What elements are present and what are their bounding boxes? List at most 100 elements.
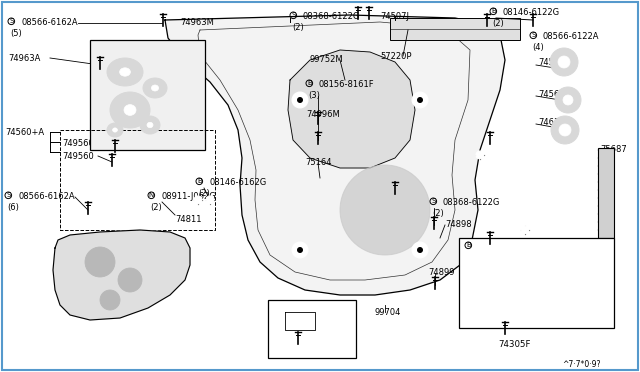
Bar xyxy=(598,148,614,238)
Text: 08911-J062G: 08911-J062G xyxy=(161,192,216,201)
Text: B: B xyxy=(491,8,495,14)
Text: 75960N: 75960N xyxy=(148,134,181,143)
Text: 08146-6162G: 08146-6162G xyxy=(209,178,266,187)
Circle shape xyxy=(297,97,303,103)
Text: 74836M: 74836M xyxy=(165,90,199,99)
Circle shape xyxy=(469,264,477,272)
Text: 74560: 74560 xyxy=(538,58,564,67)
Circle shape xyxy=(194,196,202,204)
Text: S: S xyxy=(291,12,296,18)
Ellipse shape xyxy=(107,123,123,137)
Polygon shape xyxy=(53,230,190,320)
Text: 749560B: 749560B xyxy=(155,120,193,129)
Circle shape xyxy=(417,247,423,253)
Ellipse shape xyxy=(143,78,167,98)
Ellipse shape xyxy=(120,68,131,76)
Text: S: S xyxy=(531,32,536,38)
Text: SEC.749: SEC.749 xyxy=(284,350,320,359)
Ellipse shape xyxy=(110,92,150,128)
Bar xyxy=(390,18,520,40)
Text: 74811: 74811 xyxy=(175,215,202,224)
Text: 749560A: 749560A xyxy=(62,139,99,148)
Text: 74560+A: 74560+A xyxy=(5,128,44,137)
Text: ASSY-SPARE WHEEL: ASSY-SPARE WHEEL xyxy=(463,257,548,266)
Polygon shape xyxy=(165,15,505,295)
Text: (2): (2) xyxy=(492,19,504,28)
Bar xyxy=(459,238,614,328)
Text: 08566-6122A: 08566-6122A xyxy=(543,32,600,41)
Text: 74305F: 74305F xyxy=(498,340,531,349)
Circle shape xyxy=(100,290,120,310)
Circle shape xyxy=(85,247,115,277)
Circle shape xyxy=(551,116,579,144)
Text: B: B xyxy=(307,80,312,86)
Text: 74899: 74899 xyxy=(428,268,454,277)
Circle shape xyxy=(550,48,578,76)
Text: 74898: 74898 xyxy=(445,220,472,229)
Text: 74996M: 74996M xyxy=(306,110,340,119)
Circle shape xyxy=(558,56,570,68)
Text: 75687: 75687 xyxy=(600,145,627,154)
Text: (4): (4) xyxy=(532,43,544,52)
Text: 99704: 99704 xyxy=(375,308,401,317)
Text: 74963A: 74963A xyxy=(8,54,40,63)
Bar xyxy=(90,40,205,150)
Circle shape xyxy=(412,92,428,108)
Text: 74560J: 74560J xyxy=(538,90,567,99)
Circle shape xyxy=(559,124,571,136)
Text: 08566-6162A: 08566-6162A xyxy=(21,18,77,27)
Ellipse shape xyxy=(152,85,159,91)
Ellipse shape xyxy=(124,105,136,115)
Text: 74630E: 74630E xyxy=(538,118,570,127)
Text: ^7·7*0·9?: ^7·7*0·9? xyxy=(562,360,600,369)
Text: B: B xyxy=(466,242,470,248)
Text: 74963M: 74963M xyxy=(180,18,214,27)
Text: N: N xyxy=(148,192,154,198)
Text: (1): (1) xyxy=(467,253,479,262)
Text: 75164: 75164 xyxy=(305,158,332,167)
Text: 57220P: 57220P xyxy=(380,52,412,61)
Circle shape xyxy=(118,268,142,292)
Text: (3): (3) xyxy=(308,91,320,100)
Text: S: S xyxy=(6,192,10,198)
Text: (2): (2) xyxy=(292,23,304,32)
Bar xyxy=(268,300,356,358)
Text: 08146-6122G: 08146-6122G xyxy=(503,8,560,17)
Ellipse shape xyxy=(107,58,143,86)
Text: 08368-6122G: 08368-6122G xyxy=(303,12,360,21)
Text: 74961Y: 74961Y xyxy=(155,78,186,87)
Text: (5): (5) xyxy=(10,29,22,38)
Text: (6): (6) xyxy=(7,203,19,212)
Text: ROD: ROD xyxy=(463,270,483,279)
Text: 749560: 749560 xyxy=(62,152,93,161)
Text: 74963: 74963 xyxy=(148,105,175,114)
Text: FOR GUIDE: FOR GUIDE xyxy=(463,244,511,253)
Text: 08156-8161F: 08156-8161F xyxy=(319,80,374,89)
Ellipse shape xyxy=(113,128,117,132)
Text: 08566-6162A: 08566-6162A xyxy=(18,192,75,201)
Text: S: S xyxy=(431,198,435,204)
Ellipse shape xyxy=(147,122,153,128)
Text: 08146-8161G: 08146-8161G xyxy=(478,242,535,251)
Circle shape xyxy=(476,151,484,159)
Text: B: B xyxy=(197,178,202,184)
Circle shape xyxy=(292,242,308,258)
Text: S: S xyxy=(9,18,13,24)
Text: (2): (2) xyxy=(150,203,162,212)
Circle shape xyxy=(297,247,303,253)
Circle shape xyxy=(340,165,430,255)
Circle shape xyxy=(412,242,428,258)
Circle shape xyxy=(521,226,529,234)
Text: SEE SEC.750: SEE SEC.750 xyxy=(463,283,518,292)
Text: 74507J: 74507J xyxy=(380,12,409,21)
Ellipse shape xyxy=(140,116,160,134)
Polygon shape xyxy=(288,50,415,168)
Circle shape xyxy=(563,95,573,105)
Text: 08368-6122G: 08368-6122G xyxy=(443,198,500,207)
Circle shape xyxy=(292,92,308,108)
Text: (2): (2) xyxy=(432,209,444,218)
Circle shape xyxy=(417,97,423,103)
Text: (2): (2) xyxy=(198,189,210,198)
Text: 99752M: 99752M xyxy=(310,55,344,64)
Circle shape xyxy=(555,87,581,113)
